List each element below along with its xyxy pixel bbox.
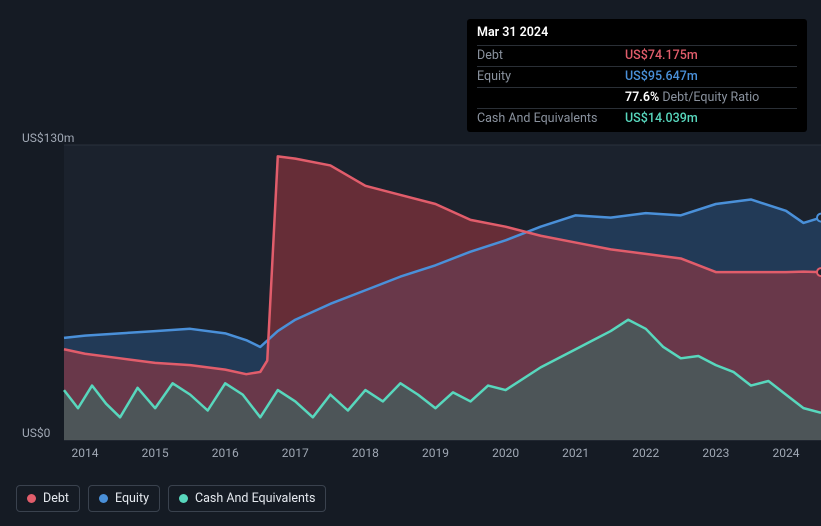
tooltip-row-value: US$74.175m	[625, 48, 698, 65]
tooltip-ratio-pct: 77.6%	[625, 90, 659, 105]
debt-end-marker	[817, 268, 821, 276]
legend-item-cash[interactable]: Cash And Equivalents	[168, 485, 326, 512]
tooltip-row-label: Debt	[477, 48, 605, 65]
y-axis-label: US$0	[22, 426, 50, 440]
tooltip-row-value: US$14.039m	[625, 111, 698, 128]
tooltip-row-label: Equity	[477, 69, 605, 86]
legend-label: Cash And Equivalents	[195, 491, 315, 506]
x-axis-label: 2017	[282, 446, 309, 460]
x-axis-label: 2014	[72, 446, 99, 460]
legend-label: Equity	[115, 491, 149, 506]
legend: Debt Equity Cash And Equivalents	[16, 485, 326, 512]
x-axis-label: 2021	[562, 446, 589, 460]
chart-tooltip: Mar 31 2024 Debt US$74.175m Equity US$95.647…	[467, 19, 807, 132]
x-axis-label: 2022	[632, 446, 659, 460]
x-axis-label: 2024	[772, 446, 799, 460]
x-axis-label: 2015	[142, 446, 169, 460]
x-axis-label: 2016	[212, 446, 239, 460]
legend-swatch-icon	[99, 494, 108, 503]
tooltip-ratio-label: Debt/Equity Ratio	[662, 90, 759, 105]
tooltip-row-value: US$95.647m	[625, 69, 698, 86]
x-axis-label: 2020	[492, 446, 519, 460]
tooltip-date: Mar 31 2024	[477, 25, 797, 42]
x-axis-label: 2019	[422, 446, 449, 460]
x-axis-label: 2018	[352, 446, 379, 460]
legend-label: Debt	[43, 491, 69, 506]
y-axis-label: US$130m	[22, 131, 74, 145]
x-axis-label: 2023	[702, 446, 729, 460]
legend-swatch-icon	[179, 494, 188, 503]
tooltip-ratio-spacer	[477, 90, 605, 107]
tooltip-row-label: Cash And Equivalents	[477, 111, 605, 128]
equity-end-marker	[817, 214, 821, 222]
legend-item-debt[interactable]: Debt	[16, 485, 80, 512]
legend-swatch-icon	[27, 494, 36, 503]
legend-item-equity[interactable]: Equity	[88, 485, 160, 512]
